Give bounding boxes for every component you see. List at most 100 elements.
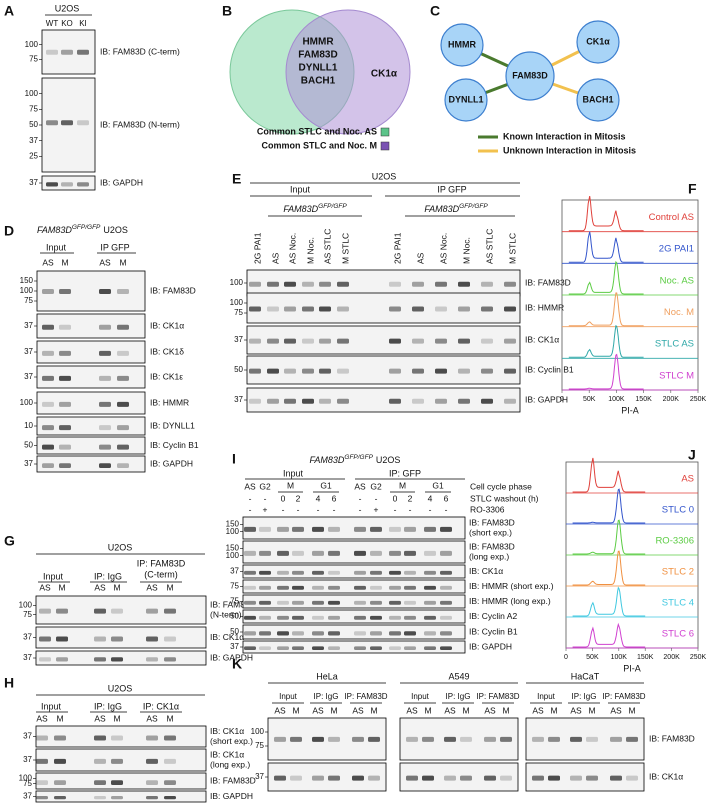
band: [244, 550, 256, 556]
band: [319, 338, 331, 344]
lane-label: AS STLC: [322, 229, 332, 264]
band: [267, 306, 279, 312]
washout-label: -: [359, 493, 362, 503]
band: [404, 585, 416, 590]
band: [370, 526, 382, 532]
band: [244, 526, 256, 532]
band: [267, 281, 279, 287]
cell-line: U2OS: [55, 3, 80, 13]
band: [277, 646, 289, 650]
band: [570, 736, 582, 742]
blot-label: IB: DYNLL1: [150, 420, 195, 430]
trace-label: Noc. M: [664, 307, 694, 318]
band: [328, 550, 340, 556]
band: [111, 608, 123, 614]
band: [610, 775, 622, 781]
band: [274, 775, 286, 781]
band: [444, 736, 456, 742]
group-label: IP: FAM83D: [137, 558, 186, 568]
cell-line: U2OS: [372, 171, 397, 181]
phase-label: G2: [259, 481, 271, 491]
group-label: IP GFP: [100, 242, 129, 252]
band: [319, 306, 331, 312]
band: [59, 375, 71, 381]
band: [610, 736, 622, 742]
blot: [246, 292, 521, 324]
band: [164, 608, 176, 614]
band: [370, 631, 382, 636]
mw-marker: 75: [29, 104, 38, 113]
band: [36, 795, 48, 800]
lane-label: M Noc.: [305, 237, 315, 264]
cell-line: U2OS: [108, 683, 133, 693]
lane-label: M: [61, 257, 68, 267]
lane-label: AS: [99, 257, 111, 267]
lane-label: AS: [270, 252, 280, 264]
band: [54, 758, 66, 764]
blot-label: IB: FAM83D (C-term): [100, 46, 180, 56]
mw-marker: 75: [23, 610, 32, 619]
band: [370, 550, 382, 556]
band: [389, 281, 401, 287]
band: [435, 306, 447, 312]
mw-marker: 37: [230, 567, 239, 576]
band: [59, 463, 71, 468]
row-label: Cell cycle phase: [470, 481, 532, 491]
band: [440, 615, 452, 620]
band: [111, 636, 123, 642]
band: [277, 526, 289, 532]
band: [504, 338, 516, 344]
phase-label: G2: [370, 481, 382, 491]
band: [504, 398, 516, 404]
lane-label: AS: [444, 705, 456, 715]
band: [435, 338, 447, 344]
band: [59, 425, 71, 431]
band: [481, 338, 493, 344]
lane-label: AS: [312, 705, 324, 715]
treatment-label: -: [317, 504, 320, 514]
lane-label: KO: [61, 19, 73, 28]
band: [370, 646, 382, 650]
band: [42, 350, 54, 356]
lane-label: M: [502, 705, 509, 715]
venn-item: DYNLL1: [299, 63, 338, 74]
x-tick-label: 250K: [690, 396, 707, 403]
mw-marker: 50: [29, 120, 38, 129]
band: [440, 646, 452, 650]
band: [302, 281, 314, 287]
band: [259, 570, 271, 575]
mw-marker: 100: [19, 773, 33, 782]
band: [277, 615, 289, 620]
band: [404, 550, 416, 556]
mw-marker: 75: [29, 54, 38, 63]
mw-marker: 100: [226, 551, 240, 560]
band: [389, 570, 401, 575]
x-tick-label: 250K: [690, 654, 707, 661]
x-tick-label: 100K: [611, 654, 628, 661]
band: [484, 736, 496, 742]
group-label: IP: IgG: [94, 571, 122, 581]
band: [46, 120, 58, 126]
washout-label: 6: [444, 493, 449, 503]
band: [412, 281, 424, 287]
band: [460, 775, 472, 781]
band: [277, 550, 289, 556]
cell-line: HaCaT: [571, 671, 600, 681]
band: [504, 368, 516, 374]
band: [312, 646, 324, 650]
band: [370, 600, 382, 605]
band: [94, 735, 106, 741]
band: [99, 375, 111, 381]
lane-label: KI: [79, 19, 87, 28]
band: [440, 526, 452, 532]
mw-marker: 37: [23, 633, 32, 642]
legend-label: Unknown Interaction in Mitosis: [503, 145, 636, 155]
panel-letter: G: [4, 533, 15, 549]
band: [312, 736, 324, 742]
blot-label: IB: CK1α: [210, 632, 244, 642]
band: [164, 758, 176, 764]
band: [277, 585, 289, 590]
band: [389, 338, 401, 344]
x-axis-label: PI-A: [623, 663, 641, 673]
band: [54, 780, 66, 785]
